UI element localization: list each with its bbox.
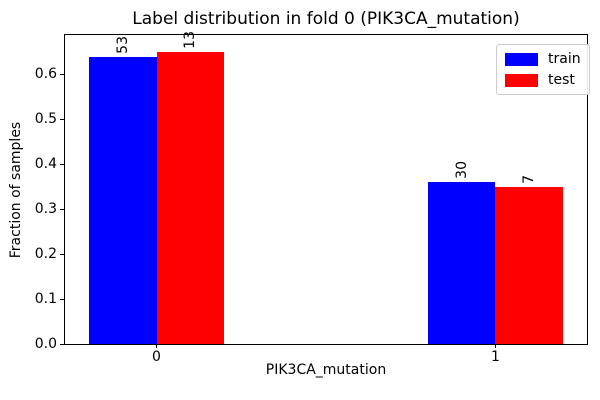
bar-value-label: 13	[182, 30, 199, 49]
y-tick-label: 0.1	[34, 291, 57, 308]
x-axis-label: PIK3CA_mutation	[265, 362, 387, 378]
y-tick-label: 0.5	[34, 111, 57, 128]
legend-item-test: test	[505, 72, 581, 88]
y-tick-mark	[60, 298, 64, 300]
legend-label-train: train	[548, 51, 581, 67]
x-tick-label: 1	[491, 349, 500, 365]
y-tick-label: 0.3	[34, 201, 57, 218]
bar-value-label: 53	[114, 35, 131, 54]
y-tick-label: 0.2	[34, 246, 57, 263]
legend-item-train: train	[505, 51, 581, 67]
plot-area: train test 0.0 0.1 0.2 0.3 0.4 0.5 0.6 0 1 53 30 13…	[35, 30, 590, 365]
y-tick-mark	[60, 208, 64, 210]
y-tick-mark	[60, 343, 64, 345]
x-tick-mark	[494, 344, 496, 348]
y-tick-mark	[60, 73, 64, 75]
bar-value-label: 30	[453, 160, 470, 179]
y-tick-mark	[60, 253, 64, 255]
y-tick-mark	[60, 163, 64, 165]
legend-label-test: test	[548, 72, 575, 88]
y-tick-label: 0.4	[34, 156, 57, 173]
x-tick-label: 0	[152, 349, 161, 365]
bar-train-0	[88, 56, 157, 344]
train-swatch-icon	[505, 52, 538, 66]
bar-train-1	[427, 181, 496, 344]
y-axis-label: Fraction of samples	[8, 121, 24, 259]
bar-test-1	[495, 186, 564, 344]
bar-test-0	[156, 51, 225, 344]
chart-title: Label distribution in fold 0 (PIK3CA_mut…	[132, 9, 520, 29]
bar-value-label: 7	[521, 174, 538, 184]
y-tick-label: 0.0	[34, 336, 57, 352]
test-swatch-icon	[505, 73, 538, 87]
y-tick-label: 0.6	[34, 66, 57, 83]
y-tick-mark	[60, 118, 64, 120]
legend: train test	[496, 44, 590, 95]
x-tick-mark	[156, 344, 158, 348]
